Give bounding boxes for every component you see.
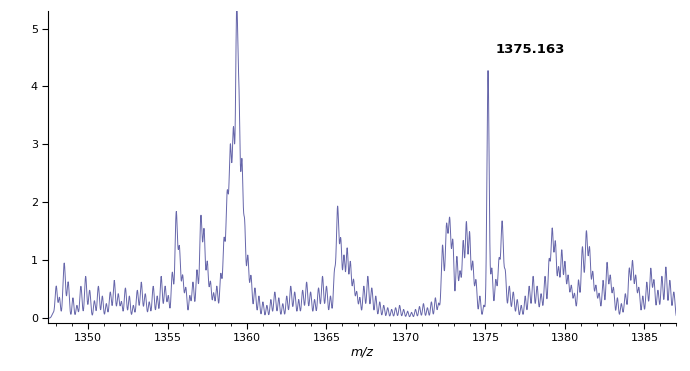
X-axis label: m/z: m/z [351,346,374,359]
Text: 1375.163: 1375.163 [496,43,565,56]
